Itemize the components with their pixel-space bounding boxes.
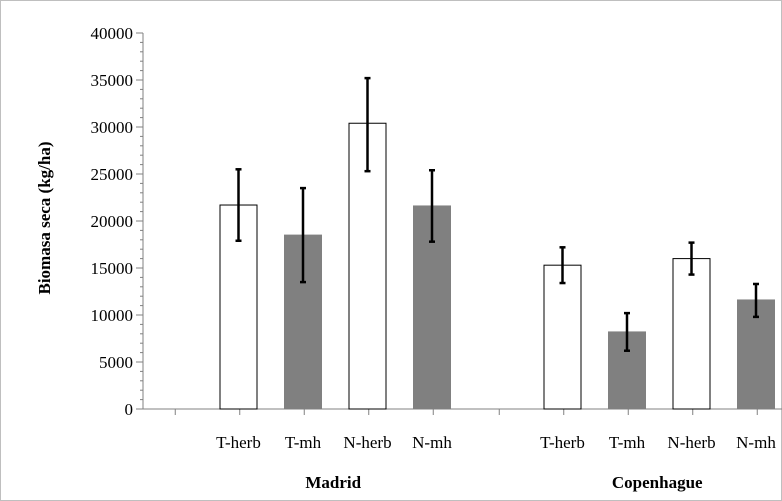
- x-tick-label: N-mh: [412, 433, 452, 452]
- x-tick-label: N-mh: [736, 433, 776, 452]
- x-tick-label: N-herb: [343, 433, 391, 452]
- axis-labels: 0 5000 10000 15000 20000 25000 30000 35000 40000…: [91, 24, 777, 492]
- y-tick-label: 30000: [91, 118, 134, 137]
- x-tick-label: T-mh: [609, 433, 646, 452]
- y-tick-label: 5000: [99, 353, 133, 372]
- x-tick-label: T-mh: [285, 433, 322, 452]
- y-tick-label: 10000: [91, 306, 134, 325]
- y-tick-label: 35000: [91, 71, 134, 90]
- x-tick-label: T-herb: [216, 433, 261, 452]
- y-axis-label: Biomasa seca (kg/ha): [35, 142, 54, 295]
- y-tick-label: 40000: [91, 24, 134, 43]
- group-label: Copenhague: [612, 473, 703, 492]
- group-label: Madrid: [305, 473, 361, 492]
- y-tick-label: 0: [125, 400, 134, 419]
- y-tick-label: 20000: [91, 212, 134, 231]
- bar: [543, 264, 582, 410]
- y-tick-label: 15000: [91, 259, 134, 278]
- x-tick-label: N-herb: [667, 433, 715, 452]
- x-tick-label: T-herb: [540, 433, 585, 452]
- error-bars: [235, 76, 759, 352]
- bar: [672, 258, 711, 410]
- y-tick-label: 25000: [91, 165, 134, 184]
